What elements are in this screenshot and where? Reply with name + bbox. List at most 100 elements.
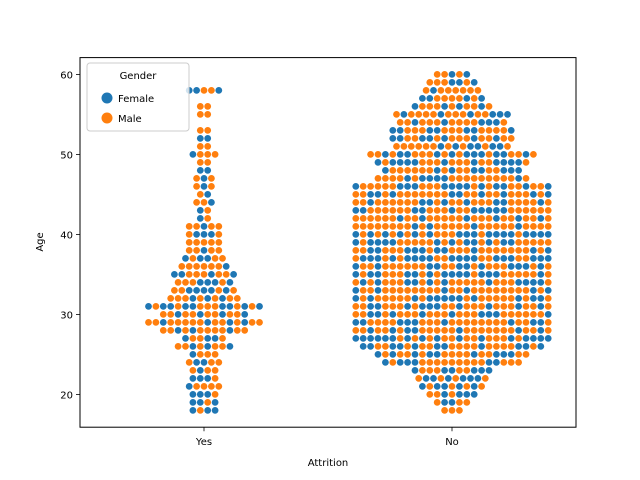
point-female [208,271,215,278]
point-female [493,359,500,366]
point-male [382,343,389,350]
point-male [515,247,522,254]
point-male [448,279,456,286]
point-female [426,175,434,182]
point-male [467,87,474,94]
point-male [433,231,441,238]
point-male [215,247,223,254]
point-female [189,151,197,158]
point-male [437,87,445,94]
point-female [493,231,500,238]
point-female [441,319,448,326]
point-female [374,303,382,310]
point-female [189,303,197,310]
point-male [389,183,397,190]
point-male [433,71,441,78]
point-female [507,351,515,358]
point-male [426,343,434,350]
point-male [448,287,456,294]
point-male [470,311,478,318]
point-female [489,111,497,118]
point-male [415,111,423,118]
point-male [359,183,367,190]
point-male [152,303,160,310]
point-male [485,335,493,342]
point-male [537,191,545,198]
point-female [456,79,463,86]
point-male [507,271,515,278]
point-female [441,175,448,182]
point-male [456,287,463,294]
point-female [367,247,374,254]
point-male [404,135,411,142]
point-male [396,191,404,198]
point-male [367,183,374,190]
point-male [485,151,493,158]
point-male [396,207,404,214]
point-male [530,151,537,158]
point-male [200,383,208,390]
point-male [382,287,389,294]
point-male [507,135,515,142]
point-male [441,407,448,414]
point-male [459,87,467,94]
point-male [463,167,471,174]
point-female [404,255,411,262]
point-male [463,295,471,302]
point-female [530,319,537,326]
point-female [196,255,204,262]
point-male [200,199,208,206]
point-female [456,335,463,342]
point-female [470,391,478,398]
point-male [419,351,426,358]
point-male [500,311,508,318]
point-male [485,135,493,142]
point-female [478,95,485,102]
point-male [433,399,441,406]
point-female [159,303,167,310]
point-female [530,255,537,262]
point-male [352,303,360,310]
point-male [211,351,219,358]
point-male [389,295,397,302]
point-male [411,311,419,318]
point-male [419,287,426,294]
point-male [193,383,201,390]
point-male [507,151,515,158]
point-female [433,247,441,254]
point-female [204,335,212,342]
point-male [382,279,389,286]
point-male [208,175,215,182]
point-male [374,231,382,238]
point-male [441,79,448,86]
point-male [211,391,219,398]
point-female [419,175,426,182]
point-female [185,287,193,294]
point-female [500,199,508,206]
point-male [404,215,411,222]
point-female [193,359,201,366]
point-female [485,207,493,214]
point-male [208,239,215,246]
point-male [507,175,515,182]
point-male [404,351,411,358]
point-male [441,191,448,198]
point-female [470,239,478,246]
point-female [411,343,419,350]
point-female [544,255,552,262]
point-male [448,103,456,110]
point-female [470,247,478,254]
point-female [404,151,411,158]
point-female [515,159,522,166]
point-male [352,255,360,262]
point-female [367,239,374,246]
point-female [359,279,367,286]
point-female [456,271,463,278]
point-male [485,191,493,198]
point-female [500,231,508,238]
point-male [456,159,463,166]
point-female [404,175,411,182]
point-male [393,111,400,118]
point-male [359,263,367,270]
point-male [374,343,382,350]
